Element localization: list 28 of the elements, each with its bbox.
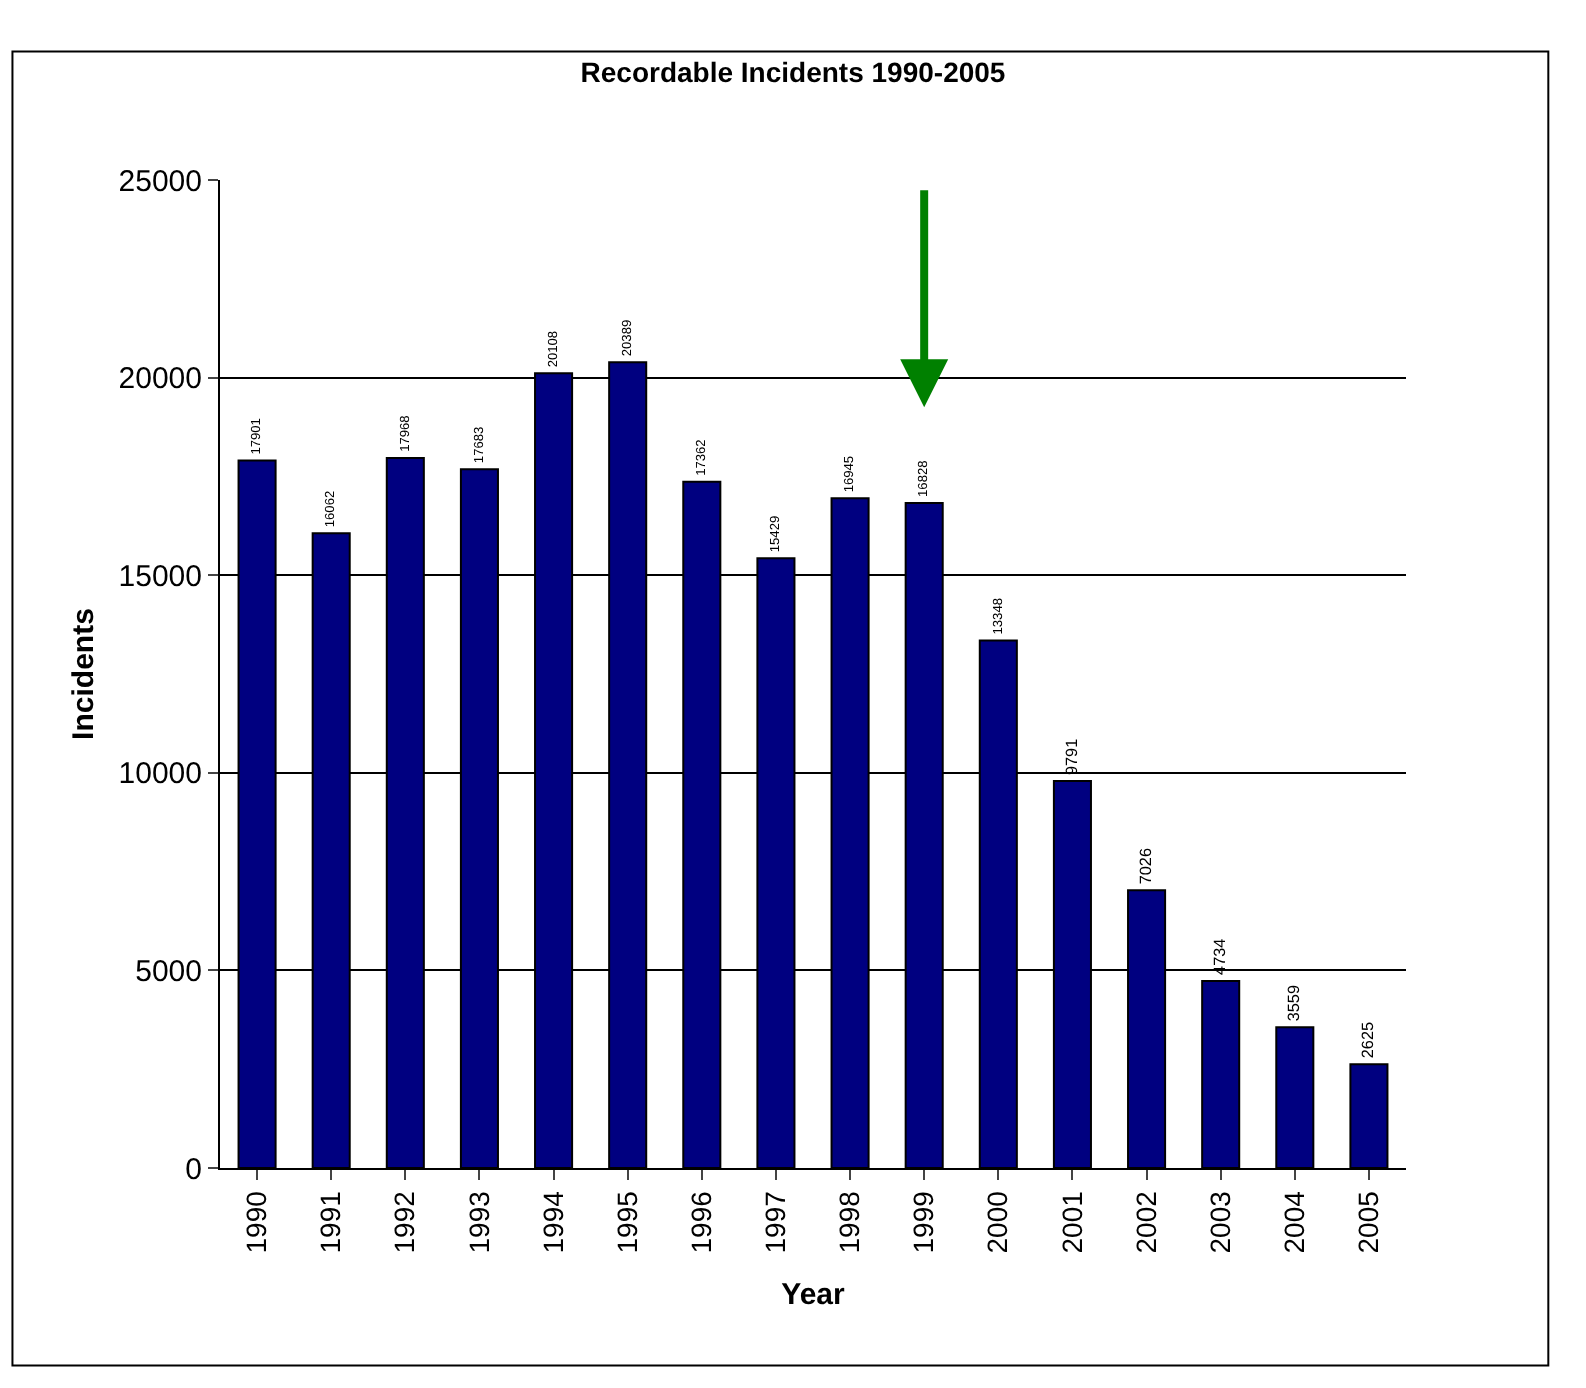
data-label: 7026 [1136, 847, 1155, 885]
x-tick-label: 2001 [1055, 1190, 1088, 1254]
x-tick-label: 1993 [462, 1190, 495, 1254]
x-tick-label: 2000 [981, 1190, 1014, 1254]
chart-title: Recordable Incidents 1990-2005 [580, 56, 1006, 89]
x-tick-label: 2003 [1203, 1190, 1236, 1254]
x-tick-label: 1996 [684, 1190, 717, 1254]
y-tick-label: 15000 [118, 559, 202, 594]
data-label: 3559 [1284, 984, 1303, 1022]
x-tick-label: 1995 [610, 1190, 643, 1254]
x-tick-label: 1998 [833, 1190, 866, 1254]
data-label: 2625 [1359, 1021, 1378, 1059]
x-tick-label: 2002 [1129, 1190, 1162, 1254]
y-axis-title: Incidents [67, 608, 102, 740]
x-tick-label: 1990 [240, 1190, 273, 1254]
y-tick-label: 5000 [135, 954, 202, 989]
y-tick-label: 0 [185, 1152, 202, 1187]
y-tick-label: 10000 [118, 757, 202, 792]
x-tick-label: 1992 [388, 1190, 421, 1254]
x-tick-label: 1999 [907, 1190, 940, 1254]
x-tick-label: 1997 [759, 1190, 792, 1254]
y-tick-label: 25000 [118, 164, 202, 199]
x-tick-label: 1991 [314, 1190, 347, 1254]
x-axis-title: Year [781, 1277, 846, 1312]
y-tick-label: 20000 [118, 362, 202, 397]
x-tick-label: 2005 [1352, 1190, 1385, 1254]
x-tick-label: 1994 [536, 1190, 569, 1254]
x-tick-label: 2004 [1277, 1190, 1310, 1254]
